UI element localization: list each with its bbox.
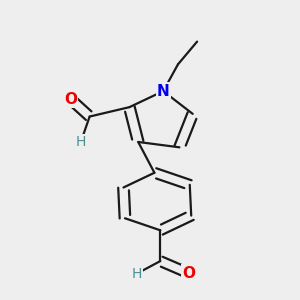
Text: O: O [182, 266, 195, 280]
Text: H: H [76, 135, 86, 149]
Text: O: O [64, 92, 77, 106]
Text: N: N [157, 84, 169, 99]
Text: H: H [132, 267, 142, 281]
